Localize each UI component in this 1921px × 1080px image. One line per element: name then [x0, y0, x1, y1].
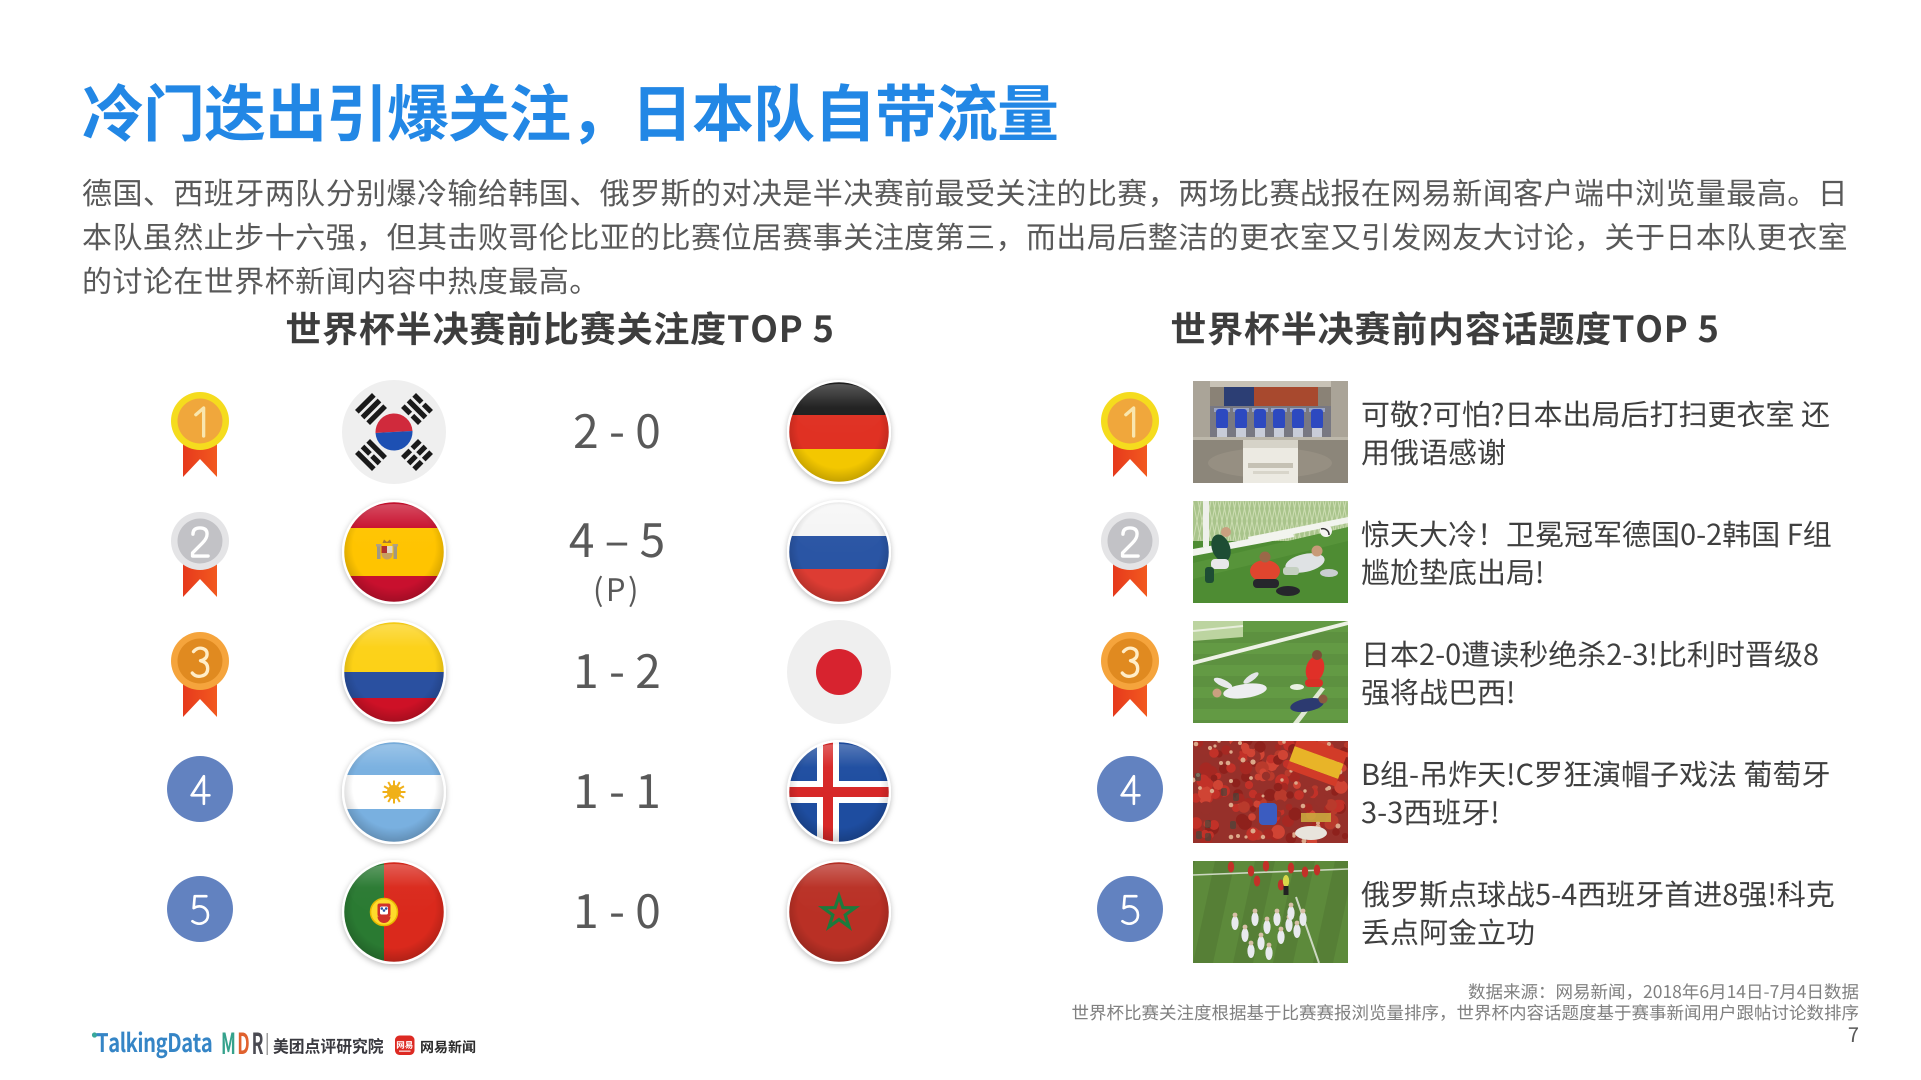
svg-text:D: D — [237, 1027, 249, 1062]
svg-text:网易新闻: 网易新闻 — [420, 1037, 476, 1057]
svg-text:R: R — [252, 1027, 264, 1062]
svg-text:M: M — [221, 1027, 236, 1062]
svg-text:TalkingData: TalkingData — [96, 1027, 212, 1060]
svg-text:美团点评研究院: 美团点评研究院 — [273, 1033, 384, 1058]
svg-text:网易: 网易 — [396, 1039, 413, 1051]
